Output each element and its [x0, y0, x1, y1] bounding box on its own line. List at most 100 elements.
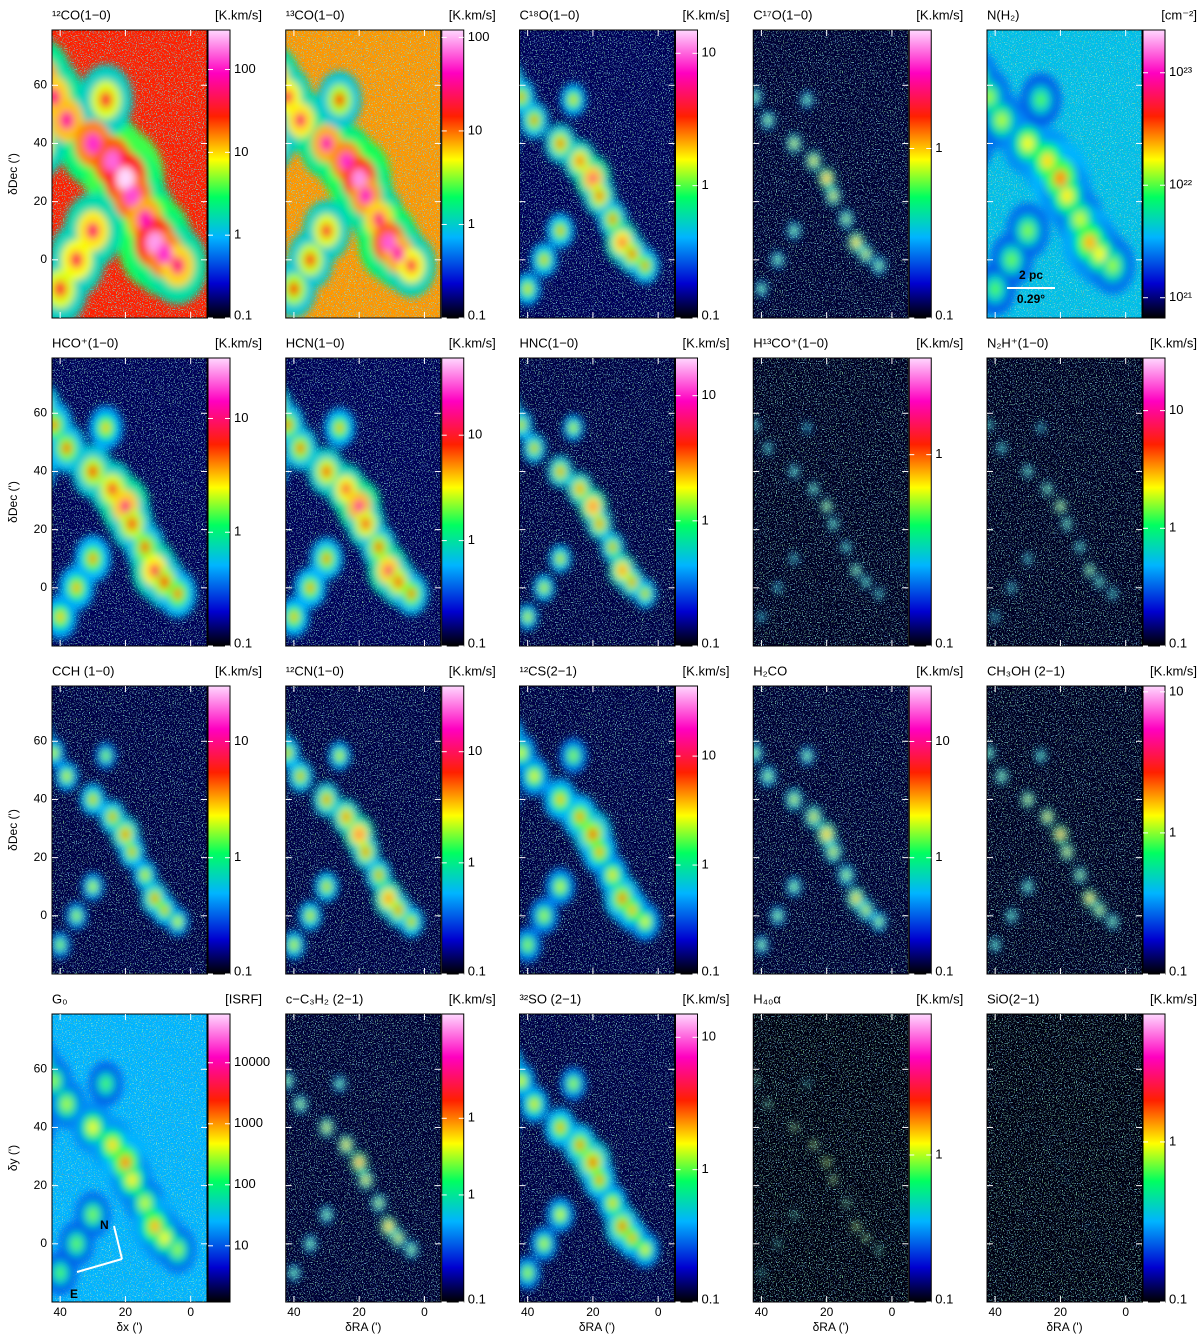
panel: H¹³CO⁺(1−0) [K.km/s] 0.1 1	[752, 335, 963, 650]
map-image	[262, 358, 441, 646]
emission-blob	[540, 911, 548, 921]
panel: N(H₂) [cm⁻²] 10²¹ 10²² 10²³ 2 pc 0.29°	[970, 7, 1197, 319]
colorbar-tick-label: 10²¹	[1169, 289, 1193, 304]
emission-blob	[1065, 849, 1069, 854]
panel: CH₃OH (2−1) [K.km/s] 0.1 1 10	[986, 663, 1197, 978]
emission-blob	[1107, 258, 1118, 273]
emission-blob	[262, 460, 279, 482]
emission-blob	[541, 584, 547, 592]
colorbar-tick-label: 1	[935, 849, 942, 864]
colorbar-tick-label: 10	[702, 748, 716, 763]
emission-blob	[504, 731, 511, 741]
emission-blob	[608, 1198, 617, 1208]
emission-blob	[1060, 188, 1074, 204]
emission-blob	[971, 402, 980, 413]
emission-blob	[119, 499, 132, 514]
emission-blob	[575, 155, 584, 166]
x-tick-label: 20	[119, 1305, 133, 1319]
colorbar-tick-label: 1	[468, 532, 475, 547]
x-tick-label: 0	[1122, 1305, 1129, 1319]
unit-label: [K.km/s]	[215, 663, 262, 678]
colorbar-tick-label: 1	[468, 1110, 475, 1125]
emission-blob	[320, 135, 333, 152]
y-tick-label: 40	[34, 792, 48, 806]
emission-blob	[540, 1239, 548, 1248]
colorbar-tick-label: 1	[935, 1146, 942, 1161]
emission-blob	[738, 1127, 739, 1129]
map-frame	[986, 29, 1143, 319]
emission-blob	[641, 261, 649, 270]
colorbar-tick-label: 10	[234, 733, 248, 748]
emission-blob	[1065, 522, 1069, 526]
emission-blob	[149, 1219, 161, 1234]
emission-blob	[307, 912, 313, 920]
map-frame	[285, 685, 442, 975]
emission-blob	[740, 77, 743, 81]
emission-blob	[825, 504, 828, 509]
emission-blob	[740, 733, 744, 738]
colorbar-tick-label: 1	[935, 140, 942, 155]
emission-blob	[342, 812, 350, 822]
emission-blob	[1041, 152, 1054, 169]
emission-blob	[104, 150, 121, 172]
panel: ¹²CN(1−0) [K.km/s] 0.1 1 10	[260, 663, 496, 978]
emission-blob	[285, 419, 292, 431]
map-emission	[740, 77, 886, 297]
emission-blob	[173, 1243, 183, 1256]
unit-label: [K.km/s]	[449, 991, 496, 1006]
emission-blob	[1000, 774, 1004, 778]
map-frame	[51, 29, 208, 319]
panel-title: C¹⁸O(1−0)	[520, 7, 580, 22]
colorbar-tick-label: 0.1	[468, 307, 486, 322]
emission-blob	[812, 487, 815, 491]
colorbar	[908, 685, 932, 975]
emission-blob	[377, 1200, 381, 1206]
unit-label: [cm⁻²]	[1161, 7, 1197, 22]
panel-title: SiO(2−1)	[987, 991, 1039, 1006]
map-emission	[504, 721, 661, 963]
emission-blob	[987, 751, 990, 755]
emission-blob	[519, 67, 523, 92]
emission-blob	[502, 468, 507, 474]
map-image	[52, 30, 207, 318]
colorbar-tick-label: 0.1	[935, 307, 953, 322]
emission-blob	[142, 871, 148, 879]
emission-blob	[1039, 754, 1043, 758]
colorbar	[1142, 29, 1166, 319]
colorbar-tick-label: 10	[468, 427, 482, 442]
emission-blob	[52, 1075, 59, 1087]
emission-blob	[88, 1209, 98, 1221]
emission-blob	[628, 249, 636, 259]
emission-blob	[362, 847, 369, 857]
unit-label: [K.km/s]	[683, 7, 730, 22]
map-noise	[987, 1014, 1142, 1302]
colorbar	[441, 1013, 465, 1303]
y-axis-label: δDec (')	[6, 809, 20, 851]
y-axis-label: δDec (')	[6, 481, 20, 523]
x-axis-label: δRA (')	[813, 1320, 849, 1334]
emission-blob	[260, 785, 283, 815]
emission-blob	[970, 72, 981, 86]
emission-blob	[334, 92, 345, 107]
map-image	[52, 1014, 207, 1302]
emission-blob	[530, 1099, 538, 1109]
emission-blob	[987, 90, 994, 104]
colorbar-tick-label: 1	[1169, 824, 1176, 839]
emission-blob	[739, 1060, 745, 1068]
colorbar	[908, 29, 932, 319]
panel-title: HCO⁺(1−0)	[52, 335, 118, 350]
emission-blob	[971, 470, 973, 472]
colorbar-tick-label: 1	[702, 512, 709, 527]
unit-label: [K.km/s]	[215, 7, 262, 22]
emission-blob	[291, 941, 297, 949]
unit-label: [K.km/s]	[449, 7, 496, 22]
emission-blob	[268, 796, 273, 803]
emission-blob	[855, 1225, 857, 1228]
colorbar-tick-label: 1	[234, 524, 241, 539]
emission-blob	[741, 1063, 742, 1065]
emission-blob	[832, 522, 835, 526]
emission-blob	[619, 566, 626, 575]
emission-blob	[1111, 592, 1114, 595]
colorbar	[908, 1013, 932, 1303]
y-tick-label: 40	[34, 464, 48, 478]
